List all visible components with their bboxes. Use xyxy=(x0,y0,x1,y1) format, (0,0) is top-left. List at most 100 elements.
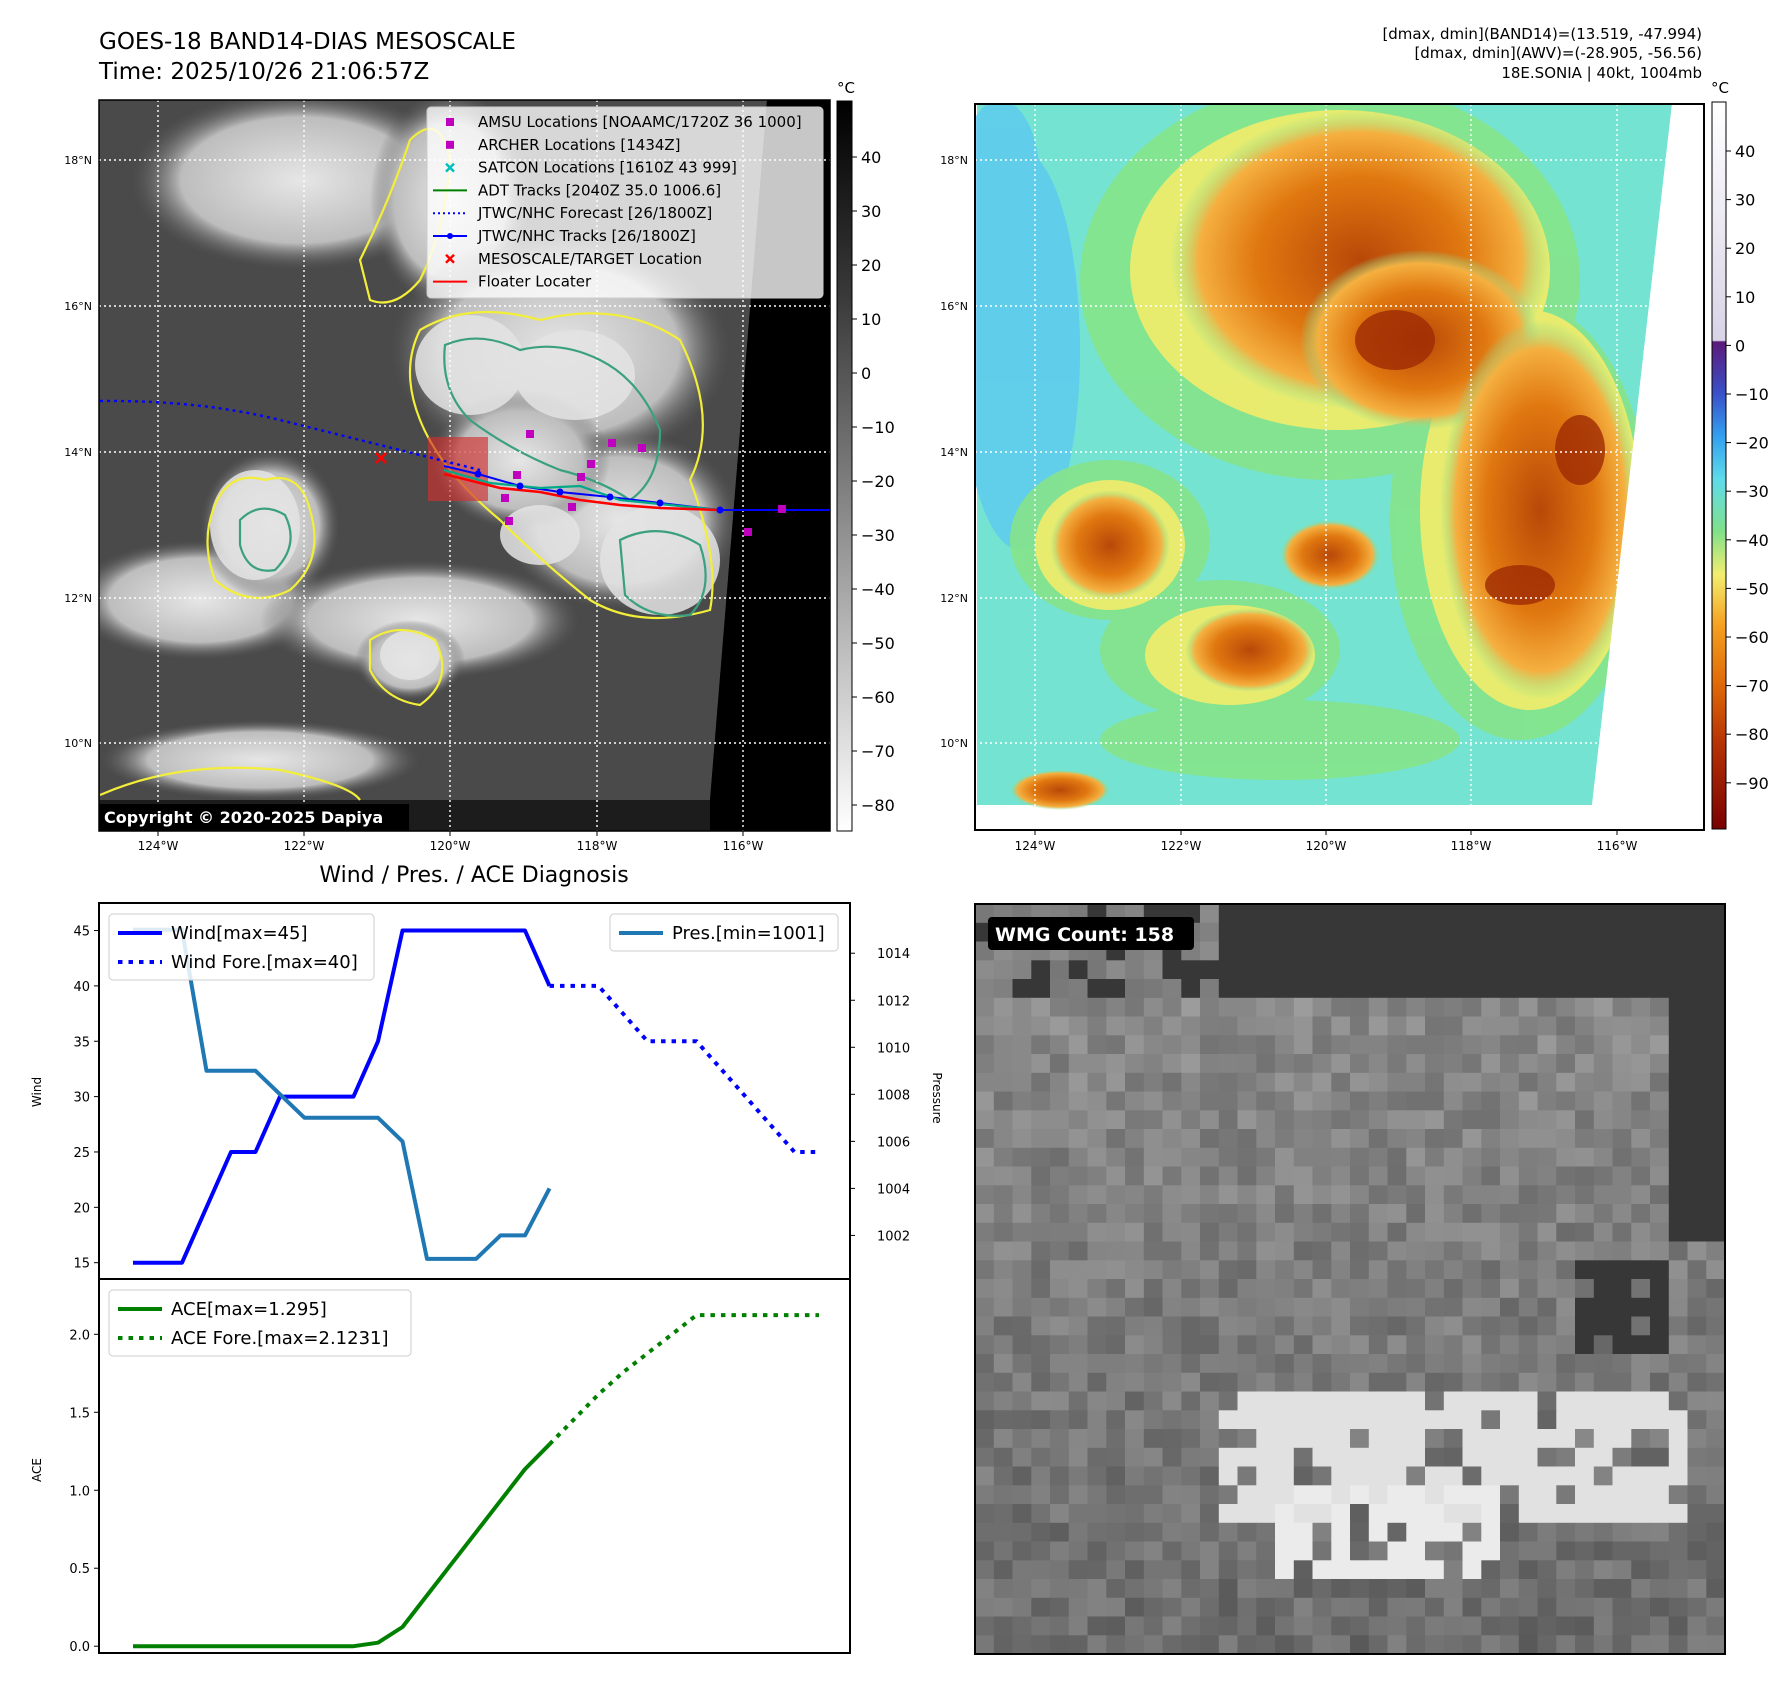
map2-lon-tick-label: 124°W xyxy=(1015,839,1056,853)
legend-label: JTWC/NHC Tracks [26/1800Z] xyxy=(477,227,696,245)
colorbar-gray-tick: 40 xyxy=(861,148,881,167)
map2-lon-tick-label: 120°W xyxy=(1306,839,1347,853)
y-right-tick-label: 1006 xyxy=(877,1135,910,1150)
y-tick-label: 30 xyxy=(73,1091,90,1106)
legend-label: JTWC/NHC Forecast [26/1800Z] xyxy=(477,204,712,222)
colorbar-color-tick: 20 xyxy=(1735,239,1755,258)
colorbar-color-tick: 10 xyxy=(1735,288,1755,307)
y-tick-label: 40 xyxy=(73,980,90,995)
wmg-panel xyxy=(975,904,1725,1654)
y-tick-label: 45 xyxy=(73,925,90,940)
legend-label: ACE Fore.[max=2.1231] xyxy=(171,1328,389,1349)
colorbar-gray-tick: 10 xyxy=(861,310,881,329)
y-axis-label: Wind xyxy=(30,1077,44,1107)
wmg-count-label: WMG Count: 158 xyxy=(995,924,1174,946)
legend-entry: MESOSCALE/TARGET Location xyxy=(445,250,702,268)
y-tick-label: 35 xyxy=(73,1035,90,1050)
legend-entry: JTWC/NHC Forecast [26/1800Z] xyxy=(433,204,712,222)
series-line xyxy=(133,927,552,1261)
colorbar-color-tick: −30 xyxy=(1735,482,1769,501)
colorbar-gray-tick: −50 xyxy=(861,634,895,653)
legend-entry: JTWC/NHC Tracks [26/1800Z] xyxy=(433,227,696,245)
series-line xyxy=(133,928,552,1265)
map1-lon-tick-label: 118°W xyxy=(577,839,618,853)
y-tick-label: 1.5 xyxy=(69,1406,90,1421)
colorbar-gray-tick: −30 xyxy=(861,526,895,545)
colorbar-color-tick: −20 xyxy=(1735,434,1769,453)
map1-lat-tick-label: 16°N xyxy=(64,300,92,313)
colorbar-color-tick: −60 xyxy=(1735,628,1769,647)
map1-lat-tick-label: 10°N xyxy=(64,737,92,750)
map1-lon-tick-label: 122°W xyxy=(284,839,325,853)
map2-lon-tick-label: 118°W xyxy=(1451,839,1492,853)
map2-lat-tick-label: 10°N xyxy=(940,737,968,750)
map1-lat-tick-label: 12°N xyxy=(64,592,92,605)
y-right-axis-label: Pressure xyxy=(930,1072,944,1123)
legend-label: AMSU Locations [NOAAMC/1720Z 36 1000] xyxy=(478,113,802,131)
y-right-tick-label: 1014 xyxy=(877,947,910,962)
y-tick-label: 2.0 xyxy=(69,1328,90,1343)
figure-title-line1: GOES-18 BAND14-DIAS MESOSCALE xyxy=(99,29,516,55)
y-tick-label: 0.5 xyxy=(69,1562,90,1577)
y-tick-label: 1.0 xyxy=(69,1484,90,1499)
colorbar-gray-tick: 20 xyxy=(861,256,881,275)
colorbar-color-tick: −50 xyxy=(1735,579,1769,598)
colorbar-gray-tick: −10 xyxy=(861,418,895,437)
colorbar-gray: °C 40 30 20 10 0 −10 −20 −30 −40 −50 −60 −70 −80 xyxy=(836,79,895,832)
series-line xyxy=(549,983,819,1154)
wind-pressure-chart: 15 20 25 30 35 40 45 Wind 1002 1004 1006 1008 1010 10… xyxy=(30,902,944,1280)
figure-title-line2: Time: 2025/10/26 21:06:57Z xyxy=(98,59,429,85)
info-line2: [dmax, dmin](AWV)=(-28.905, -56.56) xyxy=(1414,44,1702,62)
y-tick-label: 25 xyxy=(73,1146,90,1161)
series-line xyxy=(133,1442,551,1649)
legend-entry: SATCON Locations [1610Z 43 999] xyxy=(445,159,737,177)
y-right-tick-label: 1008 xyxy=(877,1088,910,1103)
colorbar-color-tick: 0 xyxy=(1735,336,1745,355)
colorbar-gray-unit: °C xyxy=(837,79,855,97)
colorbar-color-tick: −40 xyxy=(1735,531,1769,550)
info-line3: 18E.SONIA | 40kt, 1004mb xyxy=(1501,64,1702,82)
y-tick-label: 20 xyxy=(73,1201,90,1216)
ace-chart: 0.0 0.5 1.0 1.5 2.0 ACE ACE[max=1.295] ACE Fore… xyxy=(30,1278,851,1655)
legend-label: ARCHER Locations [1434Z] xyxy=(478,136,681,154)
map2-lon-tick-label: 122°W xyxy=(1161,839,1202,853)
legend-label: Wind[max=45] xyxy=(171,923,308,944)
colorbar-color-tick: −70 xyxy=(1735,677,1769,696)
diagnosis-title: Wind / Pres. / ACE Diagnosis xyxy=(319,863,628,888)
series-line xyxy=(548,1313,819,1446)
y-right-tick-label: 1004 xyxy=(877,1182,910,1197)
map1-lon-tick-label: 116°W xyxy=(723,839,764,853)
y-right-tick-label: 1010 xyxy=(877,1041,910,1056)
legend-label: ADT Tracks [2040Z 35.0 1006.6] xyxy=(478,181,721,199)
info-line1: [dmax, dmin](BAND14)=(13.519, -47.994) xyxy=(1382,25,1702,43)
colorbar-gray-tick: 0 xyxy=(861,364,871,383)
legend-entry: ADT Tracks [2040Z 35.0 1006.6] xyxy=(433,181,721,199)
colorbar-color: °C 40 30 20 10 0 −10 −20 −30 −40 −50 −60 −70 −80 −90 xyxy=(1711,79,1769,830)
colorbar-gray-tick: −70 xyxy=(861,742,895,761)
colorbar-color-tick: −10 xyxy=(1735,385,1769,404)
map1-lat-tick-label: 14°N xyxy=(64,446,92,459)
legend-label: MESOSCALE/TARGET Location xyxy=(478,250,702,268)
legend-label: ACE[max=1.295] xyxy=(171,1299,327,1320)
y-right-tick-label: 1002 xyxy=(877,1229,910,1244)
map1-lon-tick-label: 120°W xyxy=(430,839,471,853)
colorbar-gray-tick: −80 xyxy=(861,796,895,815)
legend-entry: AMSU Locations [NOAAMC/1720Z 36 1000] xyxy=(446,113,802,131)
colorbar-color-tick: −80 xyxy=(1735,725,1769,744)
legend-label: Pres.[min=1001] xyxy=(672,923,825,944)
map2-lat-tick-label: 12°N xyxy=(940,592,968,605)
map-legend: AMSU Locations [NOAAMC/1720Z 36 1000] ARC… xyxy=(426,106,824,299)
legend-label: Wind Fore.[max=40] xyxy=(171,952,358,973)
legend-label: Floater Locater xyxy=(478,273,592,291)
map2-lat-tick-label: 16°N xyxy=(940,300,968,313)
map2-lat-tick-label: 18°N xyxy=(940,154,968,167)
map2-lon-tick-label: 116°W xyxy=(1597,839,1638,853)
awv-map-panel xyxy=(975,104,1704,830)
legend-entry: Floater Locater xyxy=(433,273,592,291)
colorbar-gray-tick: −60 xyxy=(861,688,895,707)
colorbar-gray-tick: 30 xyxy=(861,202,881,221)
y-tick-label: 15 xyxy=(73,1257,90,1272)
map1-lat-tick-label: 18°N xyxy=(64,154,92,167)
map2-lat-tick-label: 14°N xyxy=(940,446,968,459)
legend-label: SATCON Locations [1610Z 43 999] xyxy=(478,159,737,177)
